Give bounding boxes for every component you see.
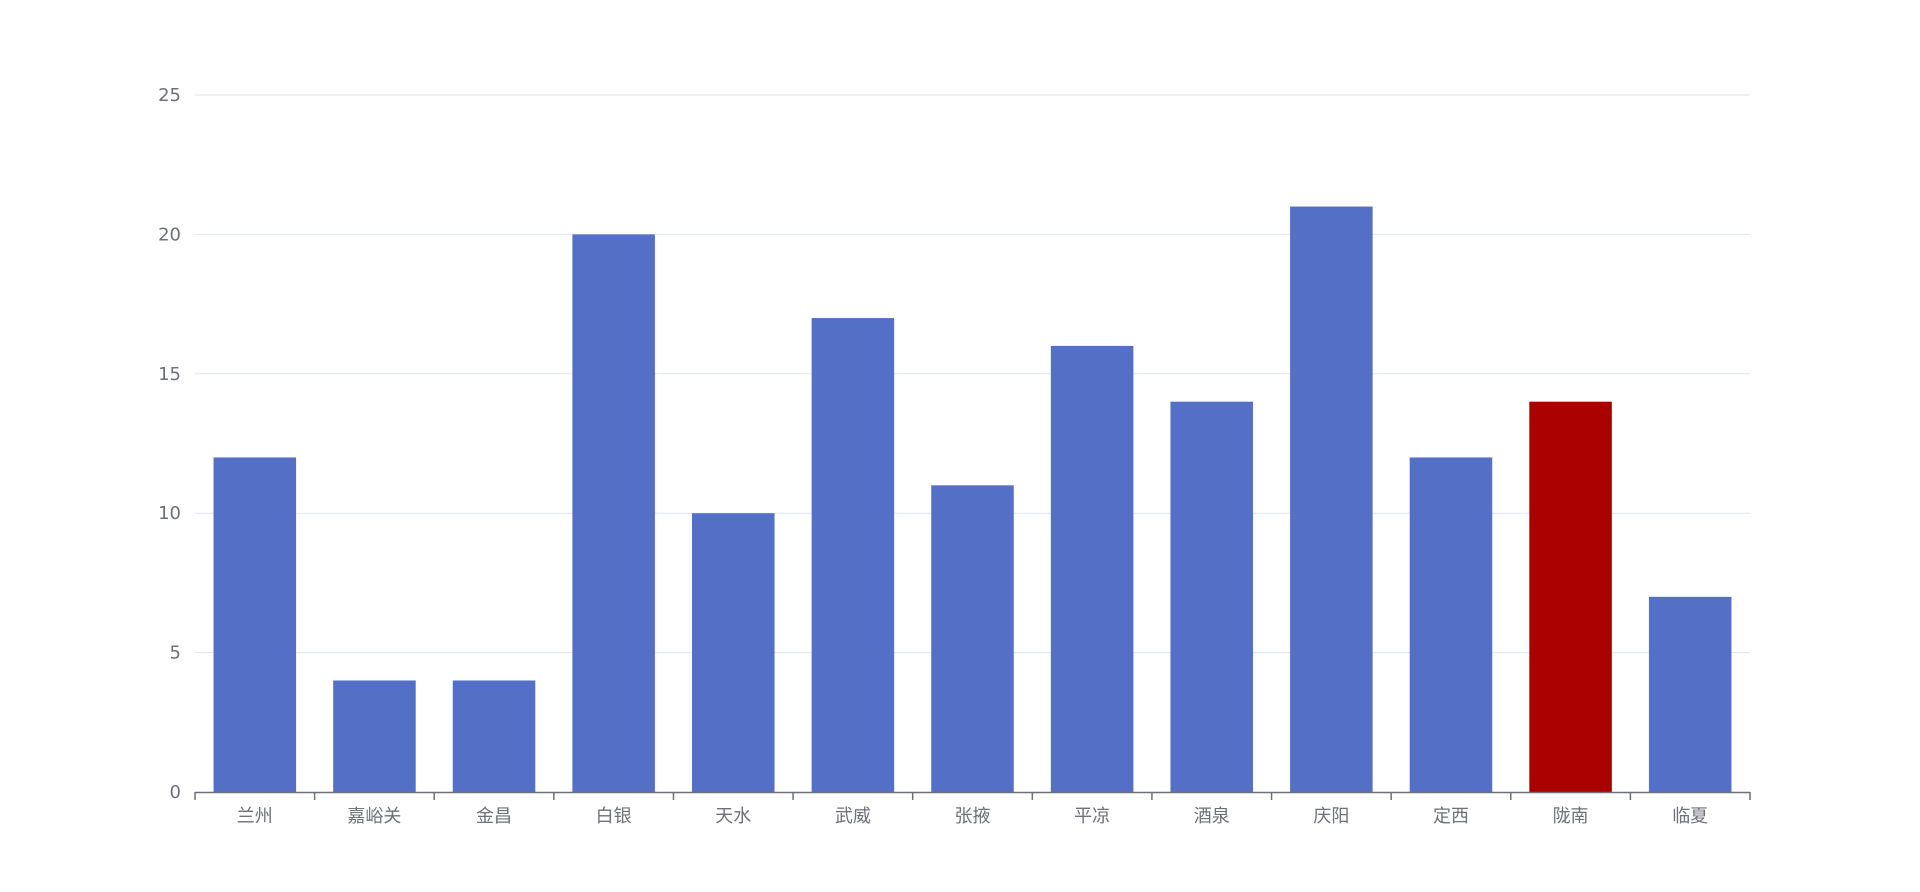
bar-9 — [1290, 206, 1373, 792]
x-tick-label: 庆阳 — [1313, 806, 1349, 827]
x-tick-label: 定西 — [1433, 806, 1469, 827]
x-tick-label: 金昌 — [476, 806, 512, 827]
x-tick-label: 临夏 — [1672, 806, 1708, 827]
bar-10 — [1409, 457, 1493, 792]
bar-8 — [1170, 401, 1253, 792]
y-tick-label: 20 — [158, 224, 181, 245]
bar-1 — [333, 680, 416, 792]
x-tick-label: 酒泉 — [1194, 806, 1230, 827]
y-tick-label: 0 — [170, 782, 181, 803]
bar-6 — [931, 485, 1014, 792]
bar-5 — [811, 318, 895, 792]
y-tick-label: 10 — [158, 503, 181, 524]
x-tick-label: 天水 — [715, 806, 751, 827]
x-axis — [194, 791, 1751, 800]
y-axis-tick-labels: 0 5 10 15 20 25 — [158, 85, 181, 803]
bar-12 — [1648, 596, 1732, 792]
x-tick-label: 平凉 — [1074, 806, 1110, 827]
bar-4 — [692, 513, 775, 792]
x-tick-label: 兰州 — [237, 806, 273, 827]
y-tick-label: 15 — [158, 364, 181, 385]
bar-7 — [1050, 345, 1134, 792]
x-tick-label: 陇南 — [1553, 806, 1589, 827]
x-tick-label: 白银 — [596, 806, 632, 827]
bar-0 — [213, 457, 297, 792]
x-tick-label: 武威 — [835, 806, 871, 827]
bar-3 — [572, 234, 655, 792]
bar-2 — [452, 680, 536, 792]
bars — [213, 206, 1732, 792]
x-tick-label: 嘉峪关 — [347, 806, 401, 827]
y-tick-label: 25 — [158, 85, 181, 106]
y-tick-label: 5 — [170, 643, 181, 664]
x-tick-label: 张掖 — [955, 806, 991, 827]
x-axis-tick-labels: 兰州 嘉峪关 金昌 白银 天水 武威 张掖 平凉 酒泉 庆阳 定西 陇南 临夏 — [237, 806, 1708, 827]
bar-11 — [1529, 401, 1612, 792]
